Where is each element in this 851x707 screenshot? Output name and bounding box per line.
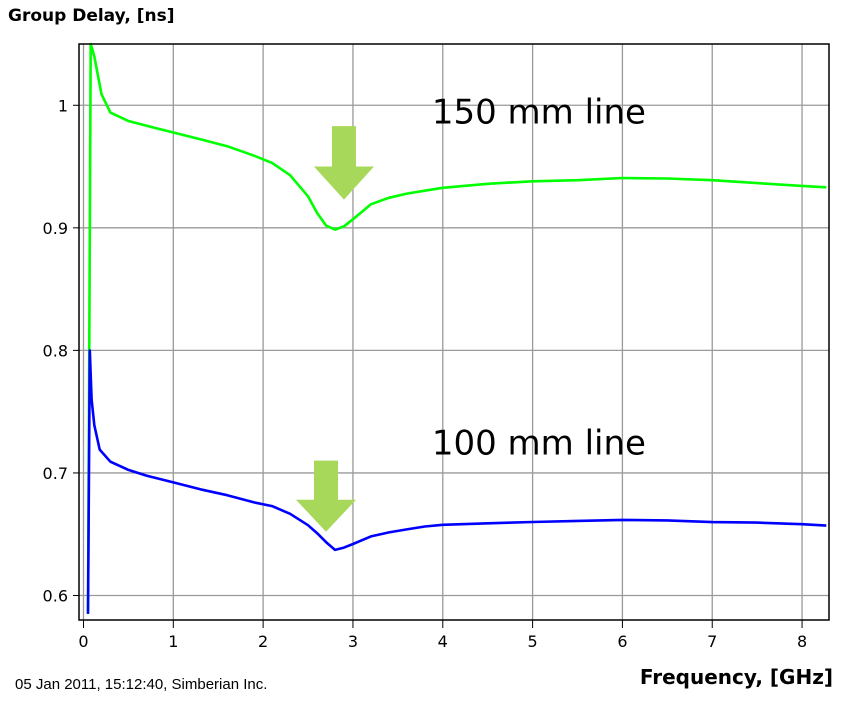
x-tick-label: 3: [348, 632, 358, 651]
x-tick-label: 8: [797, 632, 807, 651]
series-annotation: 100 mm line: [432, 424, 646, 464]
y-tick-label: 0.8: [43, 341, 68, 360]
x-axis-label: Frequency, [GHz]: [639, 665, 833, 689]
plot-frame: [78, 43, 830, 621]
y-tick-label: 0.9: [43, 219, 68, 238]
y-tick-label: 0.7: [43, 464, 68, 483]
down-arrow-icon: [313, 126, 374, 200]
tick-labels: 0 1 2 3 4 5 6 7 8 0.6 0.7 0.8 0.9 1: [43, 96, 808, 651]
x-tick-label: 6: [617, 632, 627, 651]
y-tick-label: 1: [58, 96, 68, 115]
series-line-150-mm-line: [86, 42, 827, 614]
series-annotations: 150 mm line 100 mm line: [432, 93, 646, 464]
x-tick-label: 5: [527, 632, 537, 651]
x-tick-label: 7: [707, 632, 717, 651]
x-tick-label: 4: [438, 632, 448, 651]
grid: [79, 44, 829, 620]
x-tick-label: 1: [168, 632, 178, 651]
series-lines: [86, 42, 827, 614]
arrow-annotations: [296, 126, 374, 532]
down-arrow-icon: [296, 460, 357, 532]
series-line-100-mm-line: [86, 349, 827, 614]
y-tick-label: 0.6: [43, 586, 68, 605]
footer-timestamp: 05 Jan 2011, 15:12:40, Simberian Inc.: [15, 676, 268, 693]
x-tick-label: 2: [258, 632, 268, 651]
y-axis-label: Group Delay, [ns]: [8, 6, 175, 26]
x-tick-label: 0: [78, 632, 88, 651]
series-annotation: 150 mm line: [432, 93, 646, 133]
